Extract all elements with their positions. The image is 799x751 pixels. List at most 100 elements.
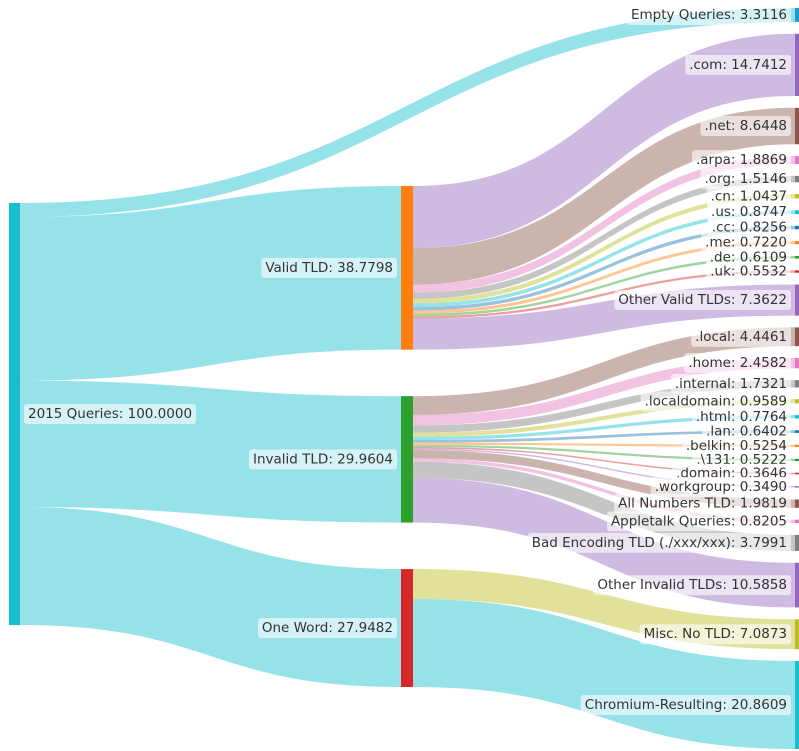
node-label: .uk: 0.5532 [710, 264, 787, 280]
node [795, 357, 799, 369]
link [413, 399, 795, 437]
link [413, 241, 795, 314]
node [795, 241, 799, 245]
labels: 2015 Queries: 100.0000 Empty Queries: 3.3… [24, 4, 791, 715]
node-label: .local: 4.4461 [695, 329, 787, 345]
node [795, 225, 799, 230]
link [413, 327, 795, 415]
node-label: .workgroup: 0.3490 [655, 479, 787, 495]
label-background [593, 575, 791, 596]
node [795, 472, 799, 475]
node-label: Other Invalid TLDs: 10.5858 [597, 577, 787, 593]
node-label: All Numbers TLD: 1.9819 [618, 496, 787, 512]
label-background [606, 511, 791, 532]
label-background [706, 261, 791, 282]
link [413, 255, 795, 317]
link [20, 8, 795, 217]
node-label: .localdomain: 0.9589 [645, 393, 787, 409]
link [413, 225, 795, 311]
node [795, 660, 799, 749]
node [795, 619, 799, 650]
node [401, 186, 413, 350]
label-background [650, 476, 791, 497]
node [795, 444, 799, 447]
node-label: Other Valid TLDs: 7.3622 [618, 292, 787, 308]
node-label: .net: 8.6448 [704, 118, 787, 134]
node [795, 156, 799, 165]
node [795, 399, 799, 404]
label-background [527, 532, 791, 553]
node [795, 327, 799, 347]
label-background [249, 449, 397, 470]
node-label: Chromium-Resulting: 20.8609 [585, 697, 787, 713]
label-background [614, 493, 791, 514]
node-label: One Word: 27.9482 [262, 620, 393, 636]
node-label: .html: 0.7764 [696, 409, 787, 425]
node [401, 569, 413, 687]
node [795, 415, 799, 419]
node [795, 562, 799, 608]
link [413, 450, 795, 508]
label-background [684, 353, 791, 374]
node-label: .lan: 0.6402 [706, 424, 787, 440]
node [795, 210, 799, 215]
node-label: .belkin: 0.5254 [686, 438, 787, 454]
label-background [670, 373, 791, 394]
link [413, 210, 795, 308]
label-background [257, 618, 397, 639]
node-label: .me: 0.7220 [705, 235, 787, 251]
node-label: Misc. No TLD: 7.0873 [644, 626, 787, 642]
link [413, 430, 795, 443]
label-background [685, 54, 791, 75]
label-background [707, 202, 791, 223]
link [413, 447, 795, 475]
node-label: .org: 1.5146 [704, 171, 787, 187]
label-background [639, 624, 791, 645]
label-background [706, 186, 791, 207]
link [413, 415, 795, 440]
node [795, 284, 799, 316]
nodes [9, 8, 799, 749]
link [413, 380, 795, 433]
label-background [580, 694, 791, 715]
node-label: .arpa: 1.8869 [696, 152, 787, 168]
node [795, 499, 799, 508]
node [795, 33, 799, 96]
label-background [261, 257, 397, 278]
link [413, 194, 795, 304]
label-background [626, 4, 791, 25]
node [795, 107, 799, 145]
node-label: .internal: 1.7321 [675, 376, 787, 392]
node-label: .home: 2.4582 [688, 355, 787, 371]
node [795, 255, 799, 259]
label-background [24, 404, 197, 424]
label-background [614, 290, 791, 311]
link [413, 448, 795, 488]
node [401, 396, 413, 523]
label-background [691, 150, 791, 171]
link [20, 507, 401, 687]
node [795, 8, 799, 22]
node-label: Valid TLD: 38.7798 [265, 260, 393, 276]
node-label: Invalid TLD: 29.9604 [253, 451, 393, 467]
link [413, 33, 795, 249]
link [20, 186, 401, 381]
node [795, 380, 799, 388]
node [795, 534, 799, 551]
node [795, 175, 799, 183]
node [9, 203, 20, 625]
node-label: Appletalk Queries: 0.8205 [611, 513, 787, 529]
link [413, 156, 795, 293]
link [413, 444, 795, 461]
node [795, 430, 799, 433]
node [795, 519, 799, 524]
label-background [640, 391, 791, 412]
node-label: .cc: 0.8256 [712, 220, 787, 236]
node [795, 486, 799, 488]
label-background [707, 217, 791, 238]
node [795, 194, 799, 199]
node-label: Bad Encoding TLD (./xxx/xxx): 3.7991 [532, 535, 787, 551]
label-background [700, 169, 791, 190]
link [413, 270, 795, 319]
